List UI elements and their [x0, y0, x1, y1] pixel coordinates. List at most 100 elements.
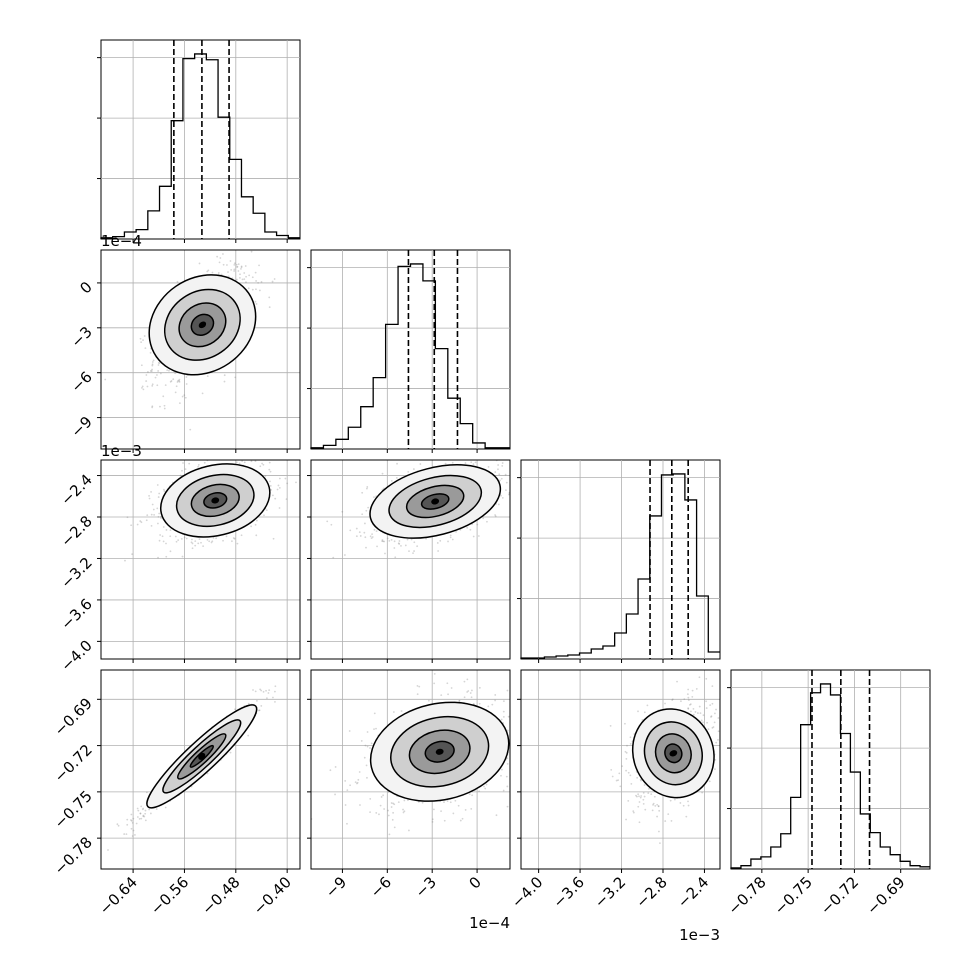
- scatter-point: [433, 808, 435, 811]
- scatter-point: [390, 806, 393, 808]
- panel-frame: [310, 669, 511, 870]
- scatter-point: [163, 407, 166, 410]
- scatter-point: [370, 742, 373, 745]
- scatter-point: [397, 542, 400, 545]
- scatter-point: [469, 528, 472, 531]
- scatter-point: [156, 484, 159, 486]
- scatter-point: [159, 372, 162, 375]
- scatter-point: [689, 703, 691, 706]
- scatter-point: [416, 545, 419, 548]
- scatter-point: [165, 555, 168, 558]
- scatter-point: [142, 814, 145, 817]
- scatter-point: [117, 824, 120, 827]
- scatter-point: [393, 803, 396, 806]
- scatter-point: [262, 463, 265, 466]
- scatter-point: [494, 471, 497, 473]
- scatter-point: [149, 351, 152, 354]
- density-peak: [198, 752, 206, 760]
- scatter-point: [150, 491, 152, 493]
- scatter-point: [180, 537, 183, 540]
- scatter-point: [705, 707, 708, 709]
- scatter-point: [201, 392, 204, 395]
- scatter-point: [388, 539, 391, 542]
- scatter-point: [363, 531, 366, 534]
- scatter-point: [651, 809, 654, 812]
- scatter-point: [390, 802, 393, 804]
- scatter-point: [191, 538, 193, 541]
- scatter-point: [418, 685, 421, 688]
- scatter-point: [210, 541, 213, 544]
- scatter-point: [459, 819, 462, 822]
- scatter-point: [235, 278, 238, 281]
- scatter-point: [625, 818, 627, 821]
- scatter-point: [691, 689, 694, 692]
- scatter-point: [506, 805, 509, 808]
- scatter-point: [392, 802, 395, 805]
- scatter-point: [495, 814, 498, 817]
- scatter-point: [163, 490, 166, 493]
- scatter-point: [170, 380, 173, 382]
- scatter-point: [272, 494, 274, 497]
- scatter-point: [450, 687, 453, 689]
- scatter-point: [464, 809, 467, 811]
- scatter-point: [125, 833, 128, 836]
- scatter-point: [139, 812, 142, 815]
- scatter-point: [162, 540, 165, 543]
- panel-frame: [730, 669, 931, 870]
- scatter-point: [145, 380, 148, 382]
- scatter-point: [427, 699, 430, 702]
- scatter-point: [237, 263, 240, 265]
- scatter-point: [107, 849, 109, 851]
- scatter-point: [150, 370, 153, 372]
- scatter-point: [652, 803, 654, 806]
- scatter-point: [707, 728, 710, 731]
- scatter-point: [267, 692, 270, 694]
- scatter-point: [373, 712, 376, 715]
- scatter-point: [208, 540, 211, 543]
- scatter-point: [416, 684, 419, 687]
- scatter-point: [131, 553, 134, 556]
- scatter-point: [494, 694, 497, 696]
- scatter-point: [175, 540, 178, 543]
- scatter-point: [402, 808, 404, 811]
- scatter-point: [393, 547, 396, 549]
- scatter-point: [410, 538, 413, 541]
- panel-frame: [520, 459, 721, 660]
- scatter-point: [469, 692, 472, 694]
- scatter-point: [711, 726, 714, 729]
- hist-panel-2: [307, 249, 511, 453]
- scatter-point: [254, 271, 257, 274]
- scatter-point: [185, 383, 188, 385]
- scatter-point: [126, 516, 129, 519]
- scatter-point: [478, 686, 481, 689]
- scatter-point: [268, 296, 271, 299]
- scatter-point: [174, 535, 177, 538]
- scatter-point: [355, 527, 358, 530]
- scatter-point: [632, 811, 635, 814]
- scatter-point: [157, 361, 160, 364]
- scatter-point: [144, 347, 147, 350]
- scatter-point: [144, 812, 147, 815]
- scatter-point: [250, 250, 253, 253]
- scatter-point: [382, 540, 385, 543]
- scatter-point: [468, 793, 471, 796]
- scatter-point: [408, 829, 410, 832]
- scatter-point: [145, 519, 148, 522]
- scatter-point: [182, 462, 184, 464]
- histogram-step: [100, 53, 300, 239]
- scatter-point: [466, 691, 469, 693]
- scatter-point: [134, 834, 136, 836]
- scatter-point: [147, 371, 149, 373]
- scatter-point: [190, 541, 193, 544]
- scatter-point: [162, 526, 165, 528]
- scatter-point: [449, 801, 452, 804]
- scatter-point: [156, 507, 159, 510]
- scatter-point: [656, 815, 658, 818]
- scatter-point: [240, 265, 243, 268]
- scatter-point: [257, 281, 260, 284]
- scatter-point: [158, 362, 161, 365]
- scatter-point: [203, 461, 206, 464]
- scatter-point: [178, 402, 181, 404]
- scatter-point: [365, 509, 368, 512]
- scatter-point: [454, 799, 457, 802]
